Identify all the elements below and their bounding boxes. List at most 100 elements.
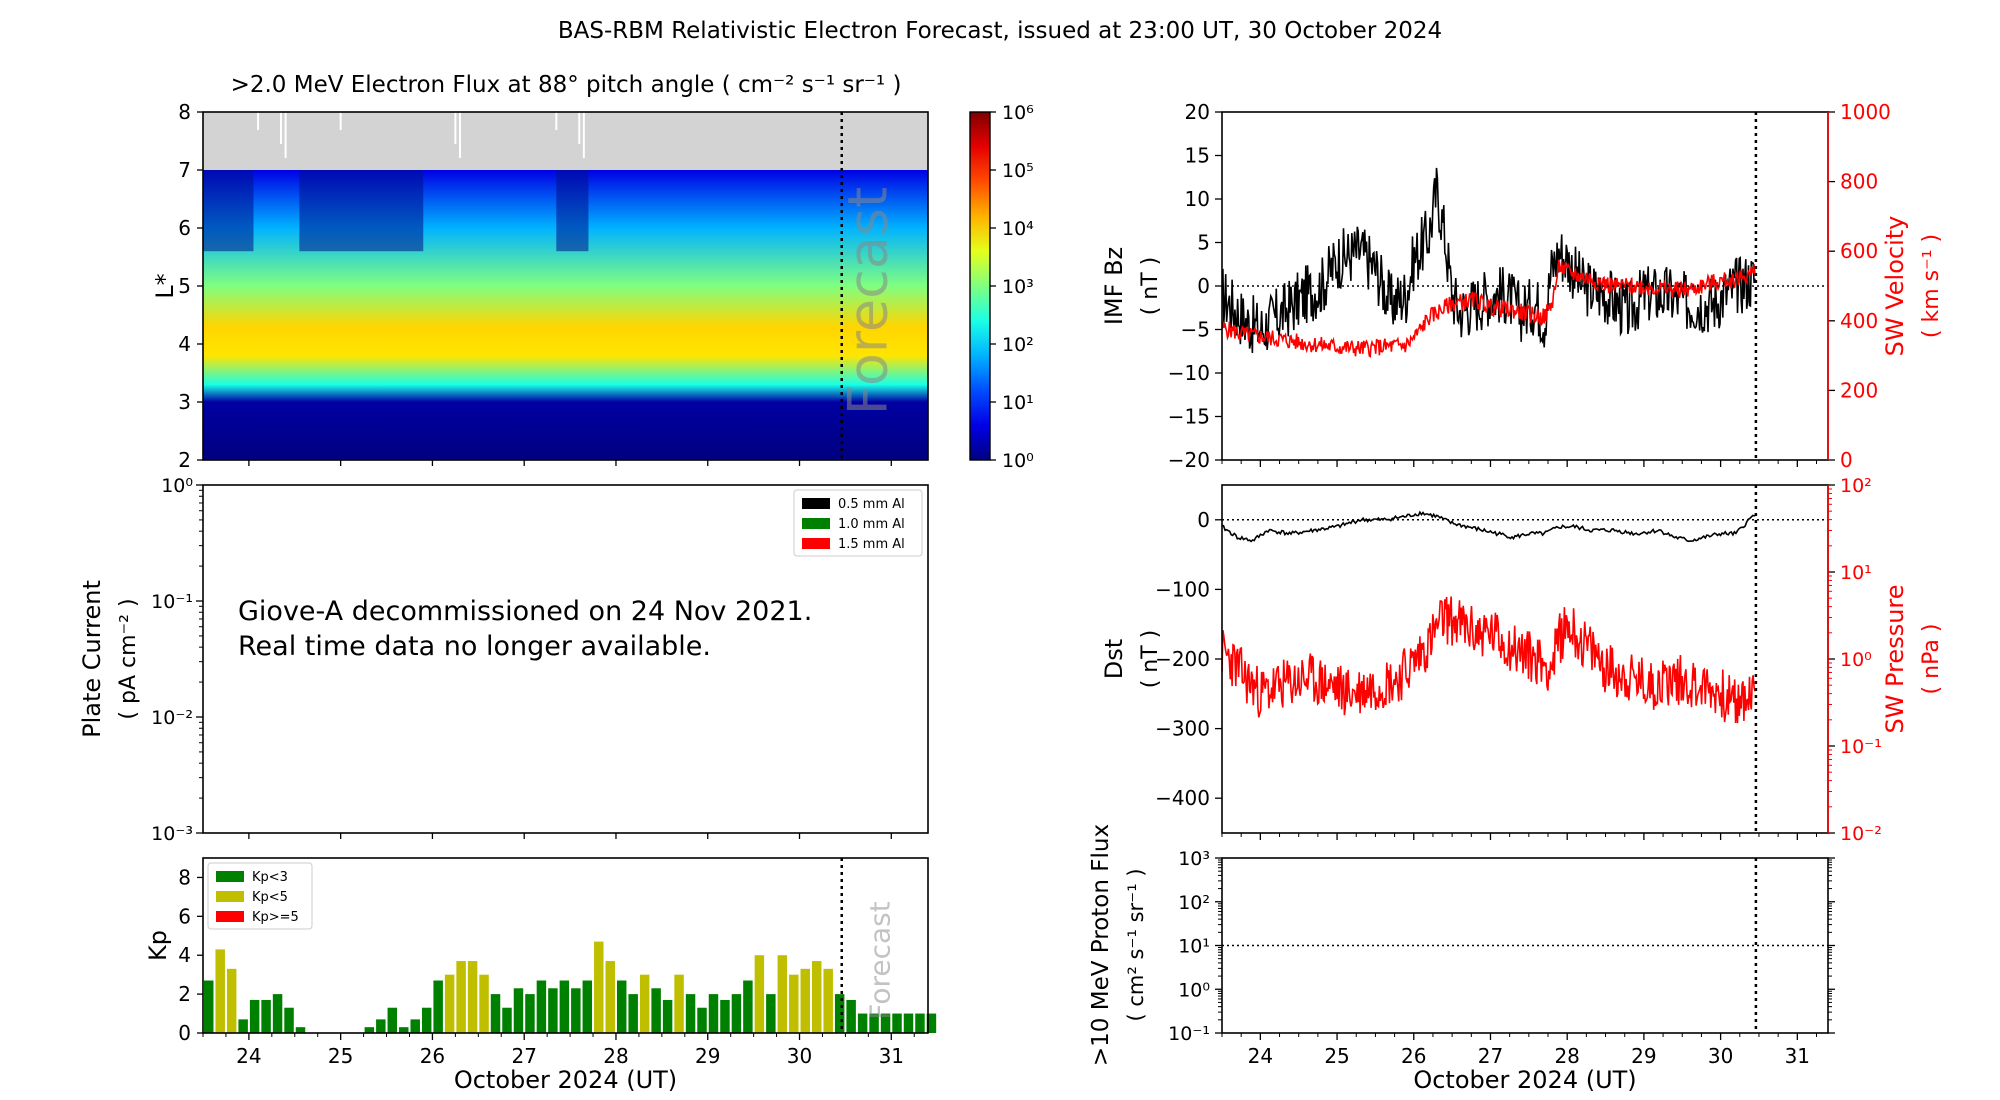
kp-bar bbox=[834, 994, 845, 1033]
decommission-message: Giove-A decommissioned on 24 Nov 2021. bbox=[238, 596, 812, 627]
kp-bar bbox=[249, 999, 260, 1033]
kp-bar bbox=[594, 941, 604, 1033]
kp-bar bbox=[467, 961, 478, 1033]
decommission-message: Real time data no longer available. bbox=[238, 631, 711, 662]
legend-label: Kp>=5 bbox=[252, 910, 299, 925]
y-tick-label: 5 bbox=[1197, 231, 1210, 255]
kp-bar bbox=[869, 1013, 879, 1033]
kp-bar bbox=[892, 1013, 902, 1033]
outer-zone-mask bbox=[203, 112, 928, 170]
kp-bar bbox=[915, 1013, 925, 1033]
y2-tick-label: 1000 bbox=[1840, 100, 1891, 124]
flux-dropout-band bbox=[299, 170, 424, 252]
kp-bar bbox=[536, 980, 547, 1033]
y-axis-label: Dst bbox=[1100, 639, 1128, 679]
y-tick-label: 10⁰ bbox=[1178, 979, 1210, 1001]
y2-tick-label: 400 bbox=[1840, 309, 1878, 333]
y-tick-label: 4 bbox=[178, 332, 191, 356]
kp-bar bbox=[616, 980, 627, 1033]
kp-bar bbox=[857, 1013, 868, 1033]
colorbar-tick-label: 10³ bbox=[1002, 276, 1034, 298]
legend-swatch bbox=[216, 891, 244, 902]
kp-bar bbox=[410, 1019, 420, 1033]
kp-bar bbox=[559, 980, 570, 1033]
kp-bar bbox=[777, 955, 788, 1033]
y-tick-label: 0 bbox=[178, 1021, 191, 1045]
kp-bar bbox=[651, 988, 661, 1033]
colorbar-tick-label: 10¹ bbox=[1002, 392, 1034, 414]
kp-bar bbox=[272, 994, 283, 1033]
kp-frame bbox=[202, 857, 929, 1034]
kp-bar bbox=[548, 988, 558, 1033]
y-tick-label: 10⁰ bbox=[161, 475, 193, 497]
figure-title: BAS-RBM Relativistic Electron Forecast, … bbox=[558, 18, 1442, 44]
kp-bar bbox=[880, 1013, 891, 1033]
x-tick-label: 30 bbox=[1708, 1044, 1733, 1068]
y2-tick-label: 10⁻¹ bbox=[1840, 736, 1882, 758]
y-tick-label: 5 bbox=[178, 274, 191, 298]
y-axis-label: >10 MeV Proton Flux bbox=[1088, 824, 1114, 1066]
kp-bar bbox=[376, 1019, 386, 1033]
y-tick-label: 8 bbox=[178, 865, 191, 889]
x-tick-label: 26 bbox=[1401, 1044, 1426, 1068]
x-tick-label: 31 bbox=[1785, 1044, 1810, 1068]
kp-bar bbox=[364, 1027, 375, 1033]
legend-label: 1.5 mm Al bbox=[838, 537, 905, 552]
colorbar-tick-label: 10⁴ bbox=[1002, 218, 1034, 240]
flux-dropout-band bbox=[556, 170, 589, 252]
colorbar-tick-label: 10² bbox=[1002, 334, 1034, 356]
legend-swatch bbox=[802, 498, 830, 509]
x-tick-label: 29 bbox=[1631, 1044, 1656, 1068]
y-axis-label: L* bbox=[151, 273, 179, 298]
x-tick-label: 28 bbox=[1554, 1044, 1579, 1068]
kp-bar bbox=[823, 968, 833, 1033]
kp-bar bbox=[605, 961, 615, 1033]
y-tick-label: 7 bbox=[178, 158, 191, 182]
y2-tick-label: 200 bbox=[1840, 378, 1878, 402]
kp-bar bbox=[903, 1013, 914, 1033]
kp-bar bbox=[662, 999, 673, 1033]
y-tick-label: 10 bbox=[1185, 187, 1210, 211]
kp-bar bbox=[811, 961, 822, 1033]
kp-bar bbox=[525, 994, 535, 1033]
colorbar bbox=[969, 111, 991, 461]
y-tick-label: 6 bbox=[178, 216, 191, 240]
kp-bar bbox=[697, 1007, 707, 1033]
sw-pressure-line bbox=[1221, 596, 1756, 724]
y-tick-label: 6 bbox=[178, 904, 191, 928]
x-tick-label: 24 bbox=[1248, 1044, 1273, 1068]
kp-bar bbox=[754, 955, 765, 1033]
kp-bar bbox=[261, 999, 271, 1033]
x-tick-label: 28 bbox=[603, 1044, 628, 1068]
kp-bar bbox=[238, 1019, 248, 1033]
x-tick-label: 30 bbox=[787, 1044, 812, 1068]
x-tick-label: 31 bbox=[879, 1044, 904, 1068]
y2-axis-units: ( km s⁻¹ ) bbox=[1919, 234, 1944, 338]
kp-bar bbox=[628, 994, 638, 1033]
kp-bar bbox=[731, 994, 742, 1033]
kp-bar bbox=[639, 974, 650, 1033]
x-tick-label: 29 bbox=[695, 1044, 720, 1068]
y-tick-label: 4 bbox=[178, 943, 191, 967]
forecast-label: Forecast bbox=[837, 187, 900, 416]
x-tick-label: 27 bbox=[511, 1044, 536, 1068]
colorbar-tick-label: 10⁶ bbox=[1002, 102, 1034, 124]
y-tick-label: 10³ bbox=[1178, 848, 1210, 870]
plate-current-frame bbox=[202, 484, 929, 834]
kp-bar bbox=[720, 999, 730, 1033]
y2-tick-label: 10⁰ bbox=[1840, 649, 1872, 671]
kp-bar bbox=[387, 1007, 398, 1033]
y-tick-label: −400 bbox=[1155, 786, 1210, 810]
kp-bar bbox=[226, 968, 237, 1033]
y-axis-label: Plate Current bbox=[78, 580, 106, 738]
kp-bar bbox=[399, 1027, 409, 1033]
legend-swatch bbox=[802, 518, 830, 529]
kp-bar bbox=[456, 961, 466, 1033]
kp-bar bbox=[708, 994, 719, 1033]
kp-bar bbox=[204, 980, 214, 1033]
kp-bar bbox=[284, 1007, 294, 1033]
y-tick-label: −300 bbox=[1155, 717, 1210, 741]
kp-bar bbox=[479, 974, 489, 1033]
legend-label: Kp<5 bbox=[252, 890, 288, 905]
kp-bar bbox=[582, 980, 593, 1033]
